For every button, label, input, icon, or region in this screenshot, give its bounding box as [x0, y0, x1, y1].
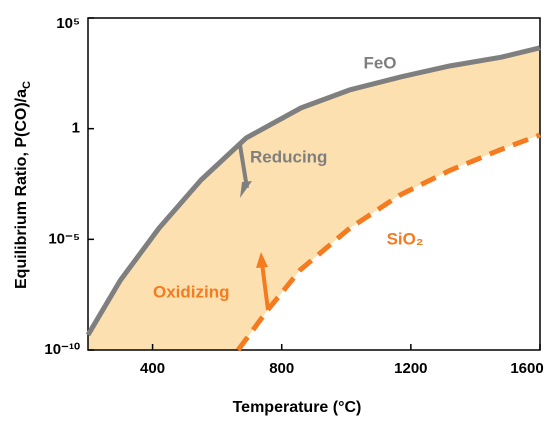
arrow: [238, 144, 249, 189]
series-line: [236, 132, 541, 352]
x-tick-label: 400: [140, 360, 165, 377]
annotation: Oxidizing: [153, 282, 230, 301]
arrow-head: [256, 252, 268, 268]
arrow-head: [240, 181, 252, 198]
annotation: Reducing: [250, 147, 327, 166]
y-axis-label: Equilibrium Ratio, P(CO)/aC: [13, 81, 33, 289]
x-tick-label: 1600: [510, 360, 543, 377]
series-label: SiO₂: [387, 229, 424, 248]
region-fill: [88, 47, 540, 350]
arrow: [260, 262, 270, 311]
y-axis-label-text: Equilibrium Ratio, P(CO)/a: [13, 89, 30, 289]
y-axis-label-sub: C: [21, 81, 33, 89]
plot-frame: [87, 17, 541, 351]
series-label: FeO: [363, 53, 396, 72]
y-tick-label: 10⁻¹⁰: [44, 341, 80, 358]
x-axis-label: Temperature (°C): [233, 399, 362, 416]
y-tick-label: 10⁵: [56, 15, 80, 32]
y-tick-label: 1: [72, 120, 80, 137]
y-tick-label: 10⁻⁵: [48, 230, 80, 247]
series-line: [85, 45, 541, 337]
x-tick-label: 1200: [394, 360, 427, 377]
x-tick-label: 800: [269, 360, 294, 377]
